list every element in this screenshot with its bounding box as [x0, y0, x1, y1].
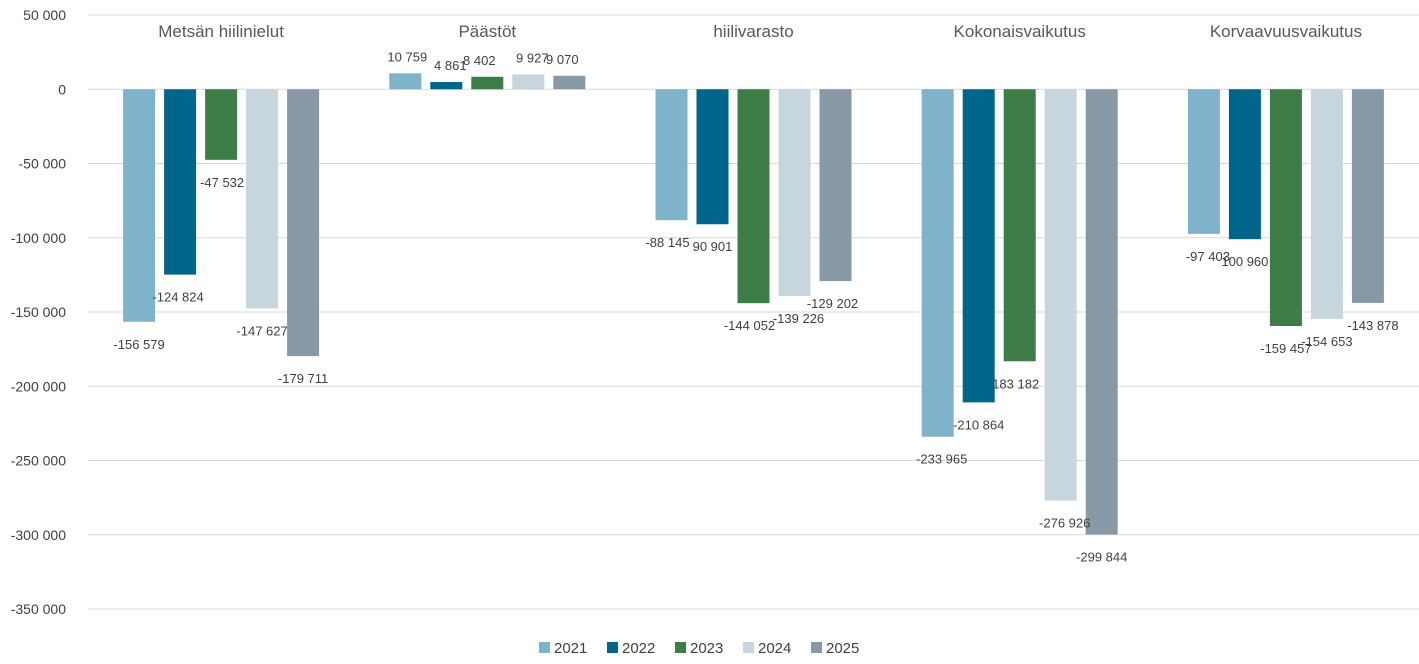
data-label: -47 532: [200, 175, 244, 190]
data-label: -299 844: [1076, 550, 1127, 565]
y-tick-label: -250 000: [11, 453, 66, 469]
bar: [737, 89, 770, 304]
legend-label: 2023: [690, 640, 723, 657]
bar: [123, 89, 156, 322]
data-label: 10 759: [387, 49, 427, 64]
bar: [553, 75, 586, 90]
data-label: -144 052: [724, 318, 775, 333]
bar: [287, 89, 320, 357]
bar: [921, 89, 954, 437]
bar: [389, 73, 422, 90]
legend-swatch: [539, 642, 550, 653]
legend-label: 2024: [758, 640, 791, 657]
y-tick-label: -300 000: [11, 527, 66, 543]
data-label: 4 861: [434, 58, 467, 73]
data-label: 100 960: [1221, 254, 1268, 269]
bar: [1085, 89, 1118, 535]
bar: [1003, 89, 1036, 362]
bar: [164, 89, 197, 275]
data-label: -147 627: [236, 323, 287, 338]
data-labels: -156 579 -124 824 -47 532 -147 627 -179 711 1…: [113, 49, 1398, 564]
legend-label: 2021: [554, 640, 587, 657]
y-tick-label: 50 000: [23, 7, 66, 23]
y-tick-label: -100 000: [11, 230, 66, 246]
bar: [471, 76, 504, 90]
legend: 2021 2022 2023 2024 2025: [539, 640, 859, 657]
bar: [1351, 89, 1384, 303]
y-tick-label: -50 000: [19, 156, 67, 172]
legend-swatch: [811, 642, 822, 653]
legend-label: 2025: [826, 640, 859, 657]
data-label: -97 403: [1186, 249, 1230, 264]
category-label: Päästöt: [458, 22, 516, 41]
bar: [246, 89, 279, 309]
category-label: Kokonaisvaikutus: [954, 22, 1086, 41]
category-label: hiilivarasto: [713, 22, 793, 41]
legend-swatch: [607, 642, 618, 653]
legend-swatch: [743, 642, 754, 653]
bar: [1269, 89, 1302, 327]
bar: [205, 89, 238, 160]
bar: [778, 89, 811, 297]
bar: [819, 89, 852, 282]
y-axis-tick-labels: 50 000 0 -50 000 -100 000 -150 000 -200 000 -2…: [11, 7, 66, 617]
data-label: 90 901: [693, 239, 733, 254]
data-label: -156 579: [113, 337, 164, 352]
data-label: -124 824: [152, 290, 203, 305]
data-label: 183 182: [992, 376, 1039, 391]
category-label: Korvaavuusvaikutus: [1210, 22, 1362, 41]
legend-label: 2022: [622, 640, 655, 657]
y-tick-label: -350 000: [11, 601, 66, 617]
bar: [1310, 89, 1343, 319]
data-label: 9 070: [546, 52, 579, 67]
bar: [962, 89, 995, 403]
data-label: 8 402: [463, 53, 496, 68]
data-label: -129 202: [807, 296, 858, 311]
legend-swatch: [675, 642, 686, 653]
bars: [123, 73, 1384, 535]
bar: [512, 74, 545, 90]
bar: [1044, 89, 1077, 501]
bar: [655, 89, 688, 221]
data-label: -139 226: [773, 311, 824, 326]
y-tick-label: -150 000: [11, 304, 66, 320]
data-label: -154 653: [1301, 334, 1352, 349]
data-label: 9 927: [516, 51, 549, 66]
data-label: -179 711: [278, 371, 328, 386]
data-label: -233 965: [916, 452, 967, 467]
category-labels: Metsän hiilinielut Päästöt hiilivarasto Kok…: [158, 22, 1362, 41]
y-tick-label: 0: [58, 81, 66, 97]
data-label: -88 145: [645, 235, 689, 250]
data-label: -210 864: [953, 417, 1004, 432]
bar: [430, 82, 463, 90]
bar: [696, 89, 729, 225]
data-label: -276 926: [1039, 515, 1090, 530]
bar: [1228, 89, 1261, 240]
category-label: Metsän hiilinielut: [158, 22, 284, 41]
data-label: -159 457: [1260, 341, 1311, 356]
bar: [1187, 89, 1220, 234]
data-label: -143 878: [1347, 318, 1398, 333]
y-tick-label: -200 000: [11, 378, 66, 394]
